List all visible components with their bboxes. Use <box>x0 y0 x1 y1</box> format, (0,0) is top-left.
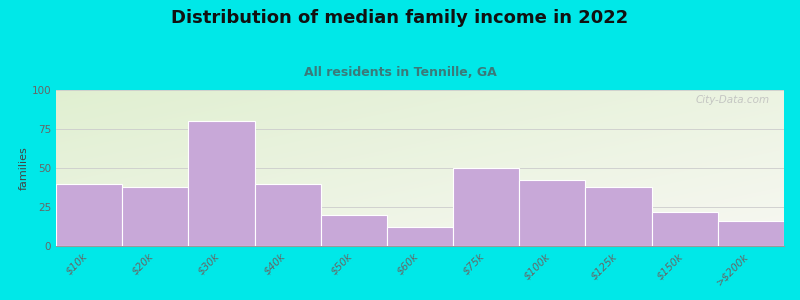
Bar <box>586 187 652 246</box>
Bar <box>56 184 122 246</box>
Bar <box>188 121 254 246</box>
Bar <box>122 187 188 246</box>
Bar <box>254 184 321 246</box>
Text: All residents in Tennille, GA: All residents in Tennille, GA <box>304 66 496 79</box>
Bar <box>321 215 387 246</box>
Bar <box>519 181 586 246</box>
Bar <box>387 227 453 246</box>
Y-axis label: families: families <box>18 146 29 190</box>
Bar <box>652 212 718 246</box>
Text: City-Data.com: City-Data.com <box>695 95 770 105</box>
Bar <box>453 168 519 246</box>
Text: Distribution of median family income in 2022: Distribution of median family income in … <box>171 9 629 27</box>
Bar <box>718 221 784 246</box>
